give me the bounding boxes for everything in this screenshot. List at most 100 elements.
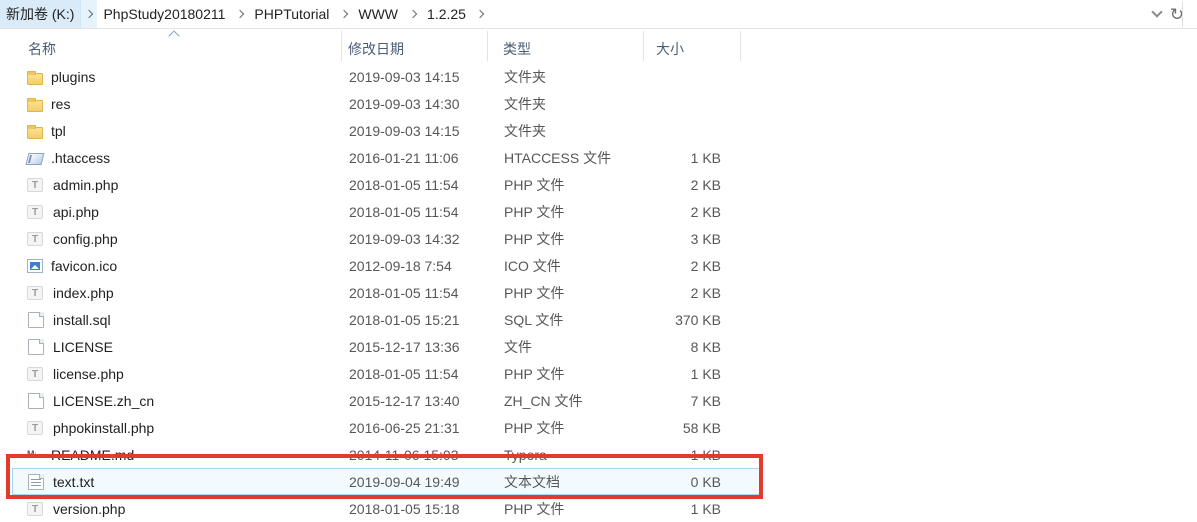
column-header-size[interactable]: 大小 [656, 41, 684, 57]
file-row[interactable]: install.sql 2018-01-05 15:21 SQL 文件 370 … [12, 306, 760, 333]
file-name: license.php [53, 365, 124, 382]
file-date: 2018-01-05 11:54 [349, 365, 459, 382]
column-header-type[interactable]: 类型 [503, 41, 531, 57]
breadcrumb-chevron-icon[interactable] [80, 0, 98, 28]
header-divider[interactable] [487, 31, 488, 61]
breadcrumb-segment[interactable]: 新加卷 (K:) [0, 0, 98, 28]
file-size: 1 KB [690, 500, 721, 517]
file-size: 7 KB [690, 392, 721, 409]
markdown-icon [27, 447, 43, 463]
file-type: 文件夹 [504, 68, 546, 85]
file-size: 58 KB [682, 419, 721, 436]
file-date: 2018-01-05 15:18 [349, 500, 460, 517]
breadcrumb-label[interactable]: 新加卷 (K:) [0, 0, 81, 28]
file-row[interactable]: LICENSE.zh_cn 2015-12-17 13:40 ZH_CN 文件 … [12, 387, 760, 414]
breadcrumb-chevron-icon[interactable] [404, 0, 421, 28]
file-name: README.md [51, 446, 135, 463]
file-row[interactable]: res 2019-09-03 14:30 文件夹 [12, 90, 760, 117]
folder-icon [27, 70, 43, 85]
file-row[interactable]: admin.php 2018-01-05 11:54 PHP 文件 2 KB [12, 171, 760, 198]
typora-icon [27, 367, 43, 381]
file-row[interactable]: README.md 2014-11-06 15:03 Typora 1 KB [12, 441, 760, 468]
header-divider[interactable] [643, 31, 644, 61]
file-size: 2 KB [690, 257, 721, 274]
file-row[interactable]: tpl 2019-09-03 14:15 文件夹 [12, 117, 760, 144]
file-row[interactable]: config.php 2019-09-03 14:32 PHP 文件 3 KB [12, 225, 760, 252]
page-icon [28, 392, 44, 409]
typora-icon [27, 421, 43, 435]
header-divider[interactable] [740, 31, 741, 61]
breadcrumb-segment[interactable]: WWW [352, 0, 421, 28]
file-type: PHP 文件 [504, 203, 565, 220]
file-date: 2018-01-05 11:54 [349, 284, 459, 301]
column-header-name[interactable]: 名称 [28, 41, 56, 57]
file-row[interactable]: phpokinstall.php 2016-06-25 21:31 PHP 文件… [12, 414, 760, 441]
header-divider[interactable] [341, 31, 342, 61]
file-row[interactable]: .htaccess 2016-01-21 11:06 HTACCESS 文件 1… [12, 144, 760, 171]
breadcrumb-label[interactable]: 1.2.25 [427, 6, 466, 22]
file-row[interactable]: favicon.ico 2012-09-18 7:54 ICO 文件 2 KB [12, 252, 760, 279]
file-row[interactable]: LICENSE 2015-12-17 13:36 文件 8 KB [12, 333, 760, 360]
column-header-row: 名称 修改日期 类型 大小 [0, 29, 1197, 63]
breadcrumb-chevron-icon[interactable] [472, 0, 489, 28]
text-icon [28, 473, 44, 490]
file-size: 1 KB [690, 446, 721, 463]
file-type: 文件 [504, 338, 532, 355]
address-dropdown-icon[interactable] [1151, 6, 1163, 18]
file-row[interactable]: index.php 2018-01-05 11:54 PHP 文件 2 KB [12, 279, 760, 306]
file-date: 2015-12-17 13:36 [349, 338, 460, 355]
file-type: PHP 文件 [504, 176, 565, 193]
file-size: 0 KB [690, 473, 721, 490]
file-name: LICENSE [53, 338, 113, 355]
file-date: 2018-01-05 11:54 [349, 176, 459, 193]
column-header-date[interactable]: 修改日期 [348, 41, 404, 57]
page-icon [28, 338, 44, 355]
file-row[interactable]: api.php 2018-01-05 11:54 PHP 文件 2 KB [12, 198, 760, 225]
file-size: 1 KB [690, 149, 721, 166]
file-type: 文件夹 [504, 95, 546, 112]
file-name: plugins [51, 68, 96, 85]
breadcrumb-label[interactable]: PHPTutorial [254, 6, 330, 22]
file-size: 2 KB [690, 284, 721, 301]
folder-icon [27, 97, 43, 112]
file-row[interactable]: license.php 2018-01-05 11:54 PHP 文件 1 KB [12, 360, 760, 387]
file-size: 1 KB [690, 365, 721, 382]
file-date: 2019-09-03 14:15 [349, 68, 460, 85]
file-row[interactable]: version.php 2018-01-05 15:18 PHP 文件 1 KB [12, 495, 760, 522]
breadcrumb-label[interactable]: PhpStudy20180211 [103, 6, 226, 22]
file-row[interactable]: text.txt 2019-09-04 19:49 文本文档 0 KB [12, 468, 760, 495]
refresh-icon[interactable]: ↻ [1169, 4, 1184, 24]
file-date: 2016-01-21 11:06 [349, 149, 459, 166]
file-date: 2019-09-03 14:30 [349, 95, 460, 112]
folder-icon [27, 124, 43, 139]
address-bar[interactable]: 新加卷 (K:) PhpStudy20180211 PHPTutorial WW… [0, 0, 1197, 29]
file-name: text.txt [53, 473, 95, 490]
breadcrumb-segment[interactable]: PhpStudy20180211 [97, 0, 248, 28]
file-date: 2019-09-03 14:15 [349, 122, 460, 139]
breadcrumb-segment[interactable]: PHPTutorial [248, 0, 352, 28]
file-type: PHP 文件 [504, 284, 565, 301]
file-size: 3 KB [690, 230, 721, 247]
file-date: 2018-01-05 15:21 [349, 311, 460, 328]
breadcrumb-chevron-icon[interactable] [231, 0, 248, 28]
file-name: api.php [53, 203, 99, 220]
page-icon [28, 311, 44, 328]
typora-icon [27, 286, 43, 300]
file-row[interactable]: plugins 2019-09-03 14:15 文件夹 [12, 63, 760, 90]
breadcrumb-chevron-icon[interactable] [335, 0, 352, 28]
file-type: Typora [504, 446, 547, 463]
notepad-icon [25, 153, 45, 165]
typora-icon [27, 178, 43, 192]
file-name: tpl [51, 122, 66, 139]
file-list: plugins 2019-09-03 14:15 文件夹 res 2019-09… [0, 63, 1197, 522]
breadcrumb-segment[interactable]: 1.2.25 [421, 0, 489, 28]
file-name: config.php [53, 230, 118, 247]
file-name: favicon.ico [51, 257, 118, 274]
breadcrumb: 新加卷 (K:) PhpStudy20180211 PHPTutorial WW… [0, 0, 489, 28]
file-size: 2 KB [690, 203, 721, 220]
file-size: 370 KB [675, 311, 721, 328]
file-name: LICENSE.zh_cn [53, 392, 155, 409]
breadcrumb-label[interactable]: WWW [358, 6, 399, 22]
file-type: PHP 文件 [504, 419, 565, 436]
address-bar-divider [1182, 2, 1183, 27]
